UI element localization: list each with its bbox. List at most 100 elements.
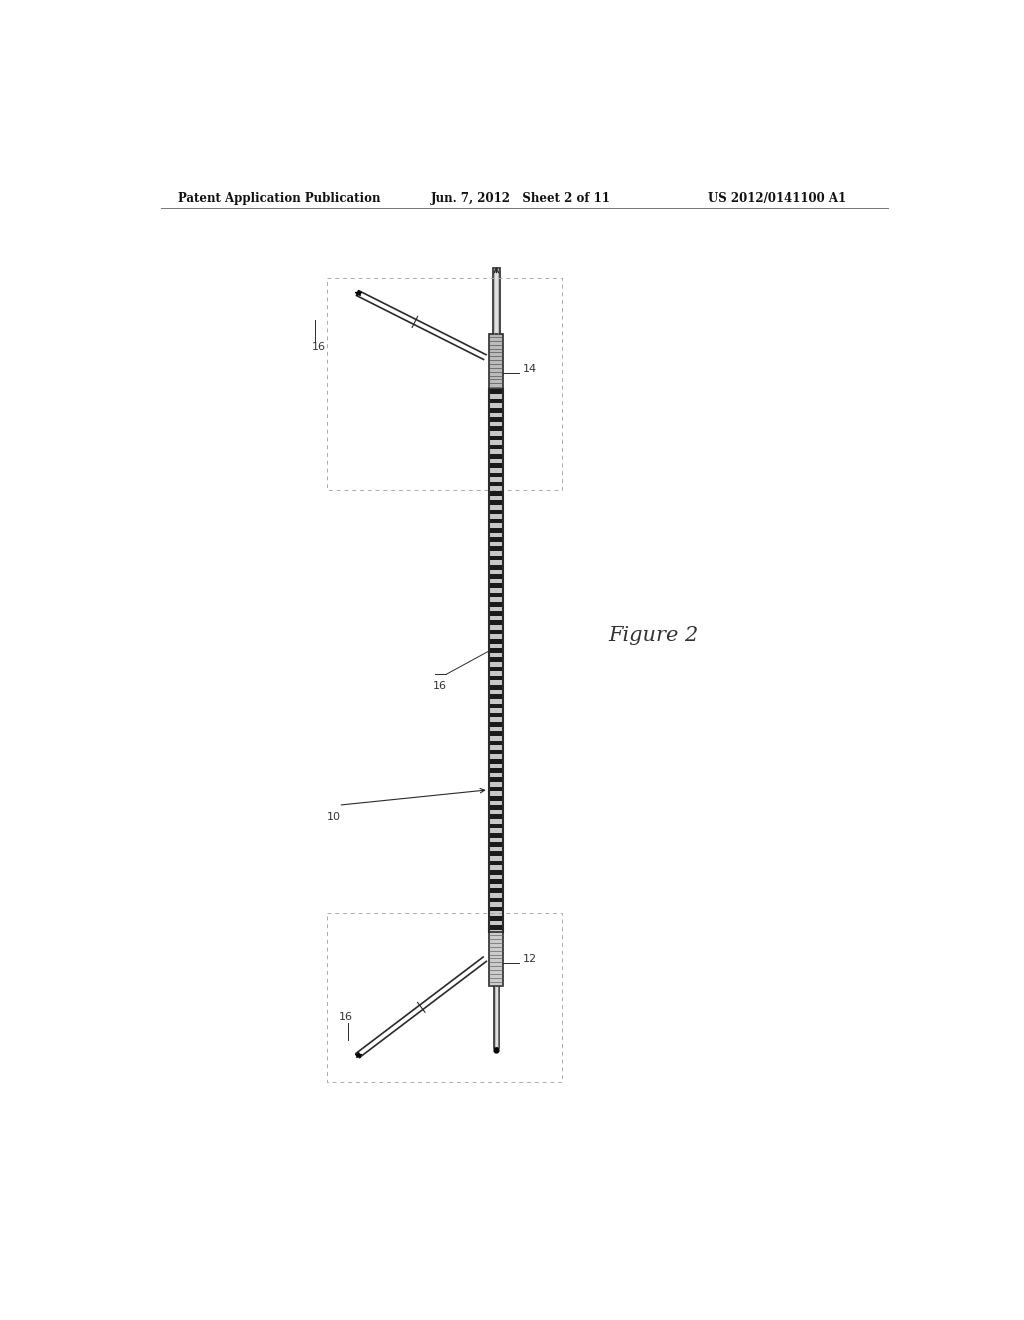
Bar (489, 469, 503, 473)
Bar (489, 441, 503, 445)
Bar (489, 713, 503, 718)
Bar (489, 667, 503, 671)
Bar (489, 879, 503, 884)
Bar (489, 777, 503, 781)
Bar (489, 626, 503, 630)
Bar (489, 578, 503, 583)
Bar (489, 560, 503, 565)
Bar (489, 672, 503, 676)
Bar (489, 796, 503, 800)
Bar (489, 774, 503, 777)
Bar (489, 875, 503, 879)
Bar (489, 611, 503, 615)
Text: Patent Application Publication: Patent Application Publication (178, 191, 381, 205)
Bar (489, 726, 503, 731)
Bar (489, 722, 503, 726)
Bar (489, 552, 503, 556)
Bar (489, 644, 503, 648)
Bar (489, 607, 503, 611)
Bar (489, 537, 503, 543)
Bar (489, 408, 503, 412)
Bar (489, 824, 503, 829)
Bar (489, 445, 503, 449)
Bar (489, 866, 503, 870)
Bar (489, 546, 503, 552)
Bar (489, 389, 503, 395)
Bar (489, 663, 503, 667)
Bar (489, 814, 503, 818)
Bar (489, 851, 503, 857)
Bar (489, 450, 503, 454)
Bar (489, 395, 503, 399)
Bar (489, 838, 503, 842)
Bar (489, 541, 503, 546)
Bar (489, 589, 503, 593)
Bar (489, 496, 503, 500)
Bar (489, 861, 503, 866)
Bar (489, 929, 503, 932)
Bar (489, 787, 503, 792)
Bar (489, 833, 503, 838)
Bar (489, 500, 503, 506)
Bar (489, 528, 503, 533)
Bar (489, 653, 503, 657)
Bar (489, 694, 503, 700)
Text: 16: 16 (432, 681, 446, 690)
Bar (489, 583, 503, 589)
Bar (489, 657, 503, 663)
Bar (489, 689, 503, 694)
Bar (489, 704, 503, 708)
Bar (489, 676, 503, 681)
Bar (489, 565, 503, 570)
Bar (489, 737, 503, 741)
Bar (489, 921, 503, 925)
Bar (489, 768, 503, 774)
Bar (489, 473, 503, 478)
Bar (489, 681, 503, 685)
Bar (489, 487, 503, 491)
Bar (489, 504, 503, 510)
Bar (489, 870, 503, 875)
Bar (489, 436, 503, 441)
Bar (489, 700, 503, 704)
Bar (489, 422, 503, 426)
Bar (494, 986, 499, 1048)
Bar (489, 708, 503, 713)
Bar (489, 818, 503, 824)
Bar (489, 741, 503, 744)
Bar (489, 478, 503, 482)
Bar (489, 491, 503, 496)
Bar (489, 648, 503, 653)
Bar (489, 417, 503, 422)
Bar (489, 847, 503, 851)
Bar (489, 399, 503, 404)
Bar (489, 916, 503, 921)
Bar (489, 334, 503, 389)
Bar (489, 463, 503, 469)
Bar (489, 513, 503, 519)
Bar (489, 755, 503, 759)
Bar (489, 639, 503, 644)
Bar (489, 731, 503, 737)
Text: 10: 10 (327, 812, 341, 822)
Bar (489, 635, 503, 639)
Bar (489, 781, 503, 787)
Bar (489, 459, 503, 463)
Bar (493, 268, 500, 335)
Bar (489, 413, 503, 417)
Bar (489, 620, 503, 626)
Bar (489, 925, 503, 929)
Text: 12: 12 (522, 954, 537, 964)
Bar (489, 907, 503, 911)
Bar (489, 615, 503, 620)
Bar (489, 932, 503, 986)
Bar (489, 532, 503, 537)
Bar (489, 810, 503, 814)
Bar (489, 556, 503, 561)
Bar (489, 718, 503, 722)
Bar (489, 898, 503, 903)
Bar (489, 404, 503, 408)
Bar (489, 884, 503, 888)
Bar (489, 482, 503, 487)
Bar (489, 574, 503, 579)
